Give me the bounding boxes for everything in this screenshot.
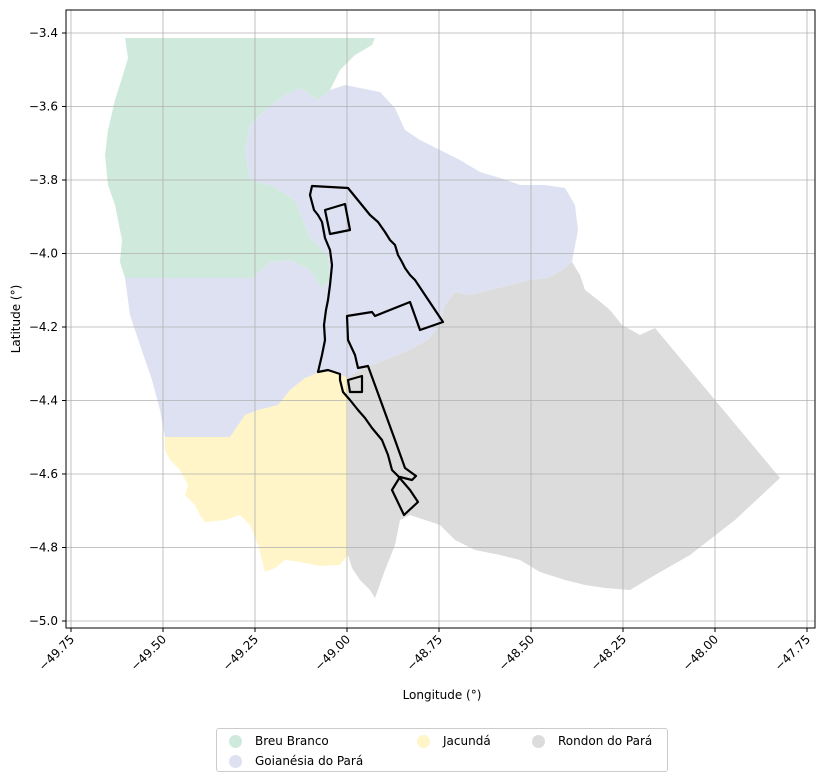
legend-swatch xyxy=(229,734,242,748)
y-tick-labels: −3.4 −3.6 −3.8 −4.0 −4.2 −4.4 −4.6 −4.8 … xyxy=(29,26,58,628)
x-tick-label: −49.75 xyxy=(36,632,77,673)
legend: Breu Branco Goianésia do Pará Jacundá Ro… xyxy=(216,728,668,772)
legend-swatch xyxy=(229,754,242,768)
region-goianesia xyxy=(125,85,578,437)
legend-item-breu-branco: Breu Branco xyxy=(229,734,329,748)
y-tick-label: −5.0 xyxy=(29,614,58,628)
y-axis-label: Latitude (°) xyxy=(9,285,23,354)
x-tick-label: −48.50 xyxy=(496,632,537,673)
legend-swatch xyxy=(417,734,430,748)
y-tick-label: −4.4 xyxy=(29,394,58,408)
x-tick-label: −47.75 xyxy=(772,632,813,673)
legend-swatch xyxy=(532,734,545,748)
legend-label: Jacundá xyxy=(443,734,491,748)
region-breu-branco xyxy=(105,38,375,288)
y-tick-label: −3.6 xyxy=(29,100,58,114)
x-tick-label: −49.50 xyxy=(128,632,169,673)
y-tick-label: −4.0 xyxy=(29,247,58,261)
y-tick-label: −4.8 xyxy=(29,541,58,555)
y-tick-label: −4.6 xyxy=(29,467,58,481)
legend-item-goianesia: Goianésia do Pará xyxy=(229,754,363,768)
region-jacunda xyxy=(165,372,348,572)
region-polygons xyxy=(105,38,780,598)
x-tick-label: −48.00 xyxy=(680,632,721,673)
legend-label: Breu Branco xyxy=(255,734,329,748)
x-axis-label: Longitude (°) xyxy=(403,688,482,702)
y-tick-label: −3.4 xyxy=(29,26,58,40)
gridlines xyxy=(66,10,815,628)
tick-marks xyxy=(62,32,808,632)
study-area-boundary xyxy=(308,184,445,517)
x-tick-label: −49.00 xyxy=(312,632,353,673)
x-tick-label: −49.25 xyxy=(220,632,261,673)
x-tick-labels: −49.75 −49.50 −49.25 −49.00 −48.75 −48.5… xyxy=(36,632,813,673)
legend-label: Rondon do Pará xyxy=(558,734,653,748)
y-tick-label: −3.8 xyxy=(29,173,58,187)
axes-frame xyxy=(65,9,816,629)
y-tick-label: −4.2 xyxy=(29,320,58,334)
region-rondon-do-para xyxy=(348,262,780,598)
x-tick-label: −48.25 xyxy=(588,632,629,673)
legend-item-rondon: Rondon do Pará xyxy=(532,734,652,748)
legend-label: Goianésia do Pará xyxy=(255,754,364,768)
legend-item-jacunda: Jacundá xyxy=(417,734,491,748)
x-tick-label: −48.75 xyxy=(404,632,445,673)
